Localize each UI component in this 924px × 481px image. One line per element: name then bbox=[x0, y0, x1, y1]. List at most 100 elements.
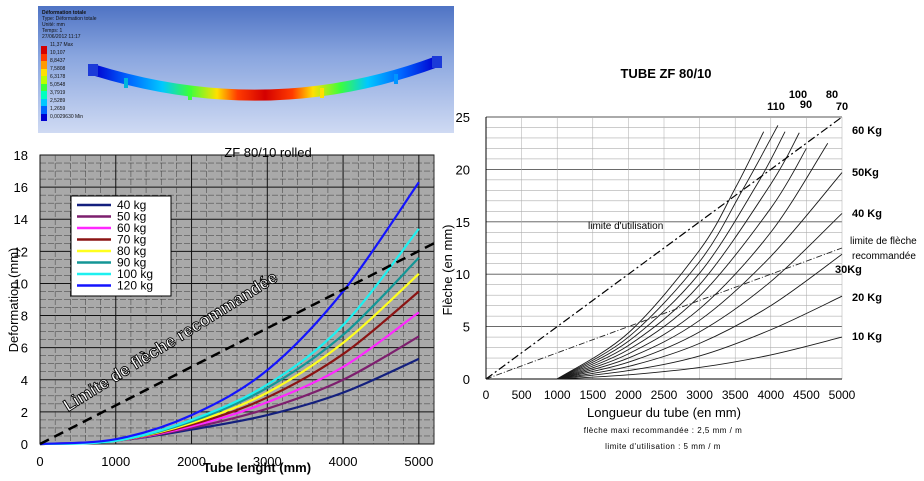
legend-label: 100 kg bbox=[117, 267, 153, 281]
y-tick-label: 16 bbox=[14, 180, 28, 195]
x-tick-label: 2500 bbox=[651, 388, 678, 402]
y-tick-label: 4 bbox=[21, 373, 28, 388]
y-tick-label: 15 bbox=[456, 215, 470, 230]
fea-line: 27/06/2012 11:17 bbox=[42, 34, 81, 40]
fea-scale-swatch bbox=[41, 106, 47, 114]
x-tick-label: 500 bbox=[512, 388, 532, 402]
fea-scale-value: 7,5808 bbox=[50, 66, 66, 72]
fea-scale-value: 1,2659 bbox=[50, 106, 66, 112]
curve-label: 10 Kg bbox=[852, 331, 882, 343]
limit-line bbox=[39, 242, 435, 446]
fea-scale-swatch bbox=[41, 53, 47, 61]
fea-color-scale bbox=[41, 46, 47, 121]
y-tick-label: 8 bbox=[21, 309, 28, 324]
annotation: limite de flèche bbox=[850, 236, 917, 247]
series-line bbox=[556, 131, 786, 380]
y-tick-label: 2 bbox=[21, 405, 28, 420]
series-line bbox=[39, 181, 420, 446]
x-tick-label: 1000 bbox=[101, 454, 130, 469]
x-tick-label: 0 bbox=[483, 388, 490, 402]
fea-deformation-image: Déformation totale Type: Déformation tot… bbox=[38, 6, 454, 133]
curve-label: 20 Kg bbox=[852, 292, 882, 304]
fea-scale-value: 5,0548 bbox=[50, 82, 66, 88]
x-tick-label: 4000 bbox=[757, 388, 784, 402]
y-tick-label: 0 bbox=[21, 437, 28, 452]
fea-scale-value: 11,37 Max bbox=[50, 42, 73, 48]
fea-scale-swatch bbox=[41, 68, 47, 76]
legend-label: 40 kg bbox=[117, 198, 146, 212]
curve-label: 60 Kg bbox=[852, 125, 882, 137]
x-tick-label: 2000 bbox=[177, 454, 206, 469]
chart-title: ZF 80/10 rolled bbox=[224, 145, 311, 160]
fea-title: Déformation totale bbox=[42, 10, 87, 16]
note-text: flèche maxi recommandée : 2,5 mm / m bbox=[584, 426, 743, 435]
legend-label: 60 kg bbox=[117, 221, 146, 235]
note-text: limite d'utilisation : 5 mm / m bbox=[605, 442, 721, 451]
y-tick-label: 18 bbox=[14, 148, 28, 163]
series-line bbox=[557, 132, 800, 380]
x-tick-label: 3500 bbox=[722, 388, 749, 402]
legend-label: 90 kg bbox=[117, 256, 146, 270]
curve-label: 40 Kg bbox=[852, 208, 882, 220]
annotation: limite d'utilisation bbox=[588, 221, 663, 232]
y-tick-label: 10 bbox=[14, 276, 28, 291]
curve-label: 80 bbox=[826, 89, 838, 101]
fea-scale-value: 3,7919 bbox=[50, 90, 66, 96]
limit-use-line bbox=[485, 116, 843, 380]
series-line bbox=[39, 228, 420, 446]
fea-scale-swatch bbox=[41, 113, 47, 121]
series-line bbox=[557, 336, 843, 380]
chart-title: TUBE ZF 80/10 bbox=[620, 66, 711, 81]
fea-scale-swatch bbox=[41, 98, 47, 106]
series-line bbox=[557, 213, 843, 380]
curve-label: 110 bbox=[767, 101, 785, 113]
y-tick-label: 5 bbox=[463, 320, 470, 335]
legend-label: 50 kg bbox=[117, 210, 146, 224]
x-tick-label: 4000 bbox=[329, 454, 358, 469]
limit-recommended-line bbox=[485, 247, 843, 380]
x-tick-label: 3000 bbox=[686, 388, 713, 402]
fea-scale-swatch bbox=[41, 83, 47, 91]
legend-label: 70 kg bbox=[117, 233, 146, 247]
fea-scale-value: 6,3178 bbox=[50, 74, 66, 80]
y-axis-label: Flèche (en mm) bbox=[440, 224, 455, 315]
fea-scale-swatch bbox=[41, 46, 47, 54]
y-tick-label: 0 bbox=[463, 372, 470, 387]
fea-line: Temps: 1 bbox=[42, 28, 63, 34]
curve-label: 100 bbox=[789, 89, 807, 101]
y-tick-label: 25 bbox=[456, 110, 470, 125]
x-tick-label: 3000 bbox=[253, 454, 282, 469]
series-line bbox=[557, 253, 843, 380]
fea-line: Type: Déformation totale bbox=[42, 16, 97, 22]
fea-scale-swatch bbox=[41, 61, 47, 69]
legend-box bbox=[70, 195, 172, 297]
series-line bbox=[557, 142, 829, 380]
curve-label: 90 bbox=[800, 99, 812, 111]
x-tick-label: 2000 bbox=[615, 388, 642, 402]
fea-scale-value: 2,5289 bbox=[50, 98, 66, 104]
x-tick-label: 5000 bbox=[829, 388, 856, 402]
y-tick-label: 6 bbox=[21, 341, 28, 356]
x-tick-label: 0 bbox=[36, 454, 43, 469]
y-tick-label: 14 bbox=[14, 212, 28, 227]
fea-scale-value: 0,0029630 Min bbox=[50, 114, 84, 120]
series-line bbox=[557, 148, 807, 380]
fea-tube-drawing bbox=[88, 56, 442, 101]
series-line bbox=[557, 172, 843, 380]
x-tick-label: 1500 bbox=[579, 388, 606, 402]
fea-scale-swatch bbox=[41, 76, 47, 84]
fea-scale-value: 10,107 bbox=[50, 50, 66, 56]
series-line bbox=[556, 131, 765, 380]
fea-line: Unité: mm bbox=[42, 22, 65, 28]
x-axis-label: Tube lenght (mm) bbox=[203, 460, 311, 475]
x-tick-label: 1000 bbox=[544, 388, 571, 402]
fea-scale-value: 8,8437 bbox=[50, 58, 66, 64]
curve-label: 30Kg bbox=[835, 264, 862, 276]
series-line bbox=[556, 125, 779, 380]
fea-scale-swatch bbox=[41, 91, 47, 99]
y-tick-label: 20 bbox=[456, 162, 470, 177]
annotation: recommandée bbox=[852, 251, 916, 262]
y-tick-label: 10 bbox=[456, 267, 470, 282]
legend-label: 120 kg bbox=[117, 279, 153, 293]
